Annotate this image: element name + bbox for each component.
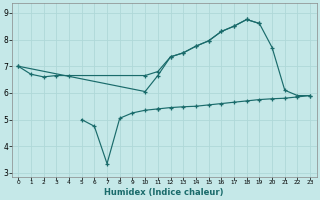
X-axis label: Humidex (Indice chaleur): Humidex (Indice chaleur): [104, 188, 224, 197]
